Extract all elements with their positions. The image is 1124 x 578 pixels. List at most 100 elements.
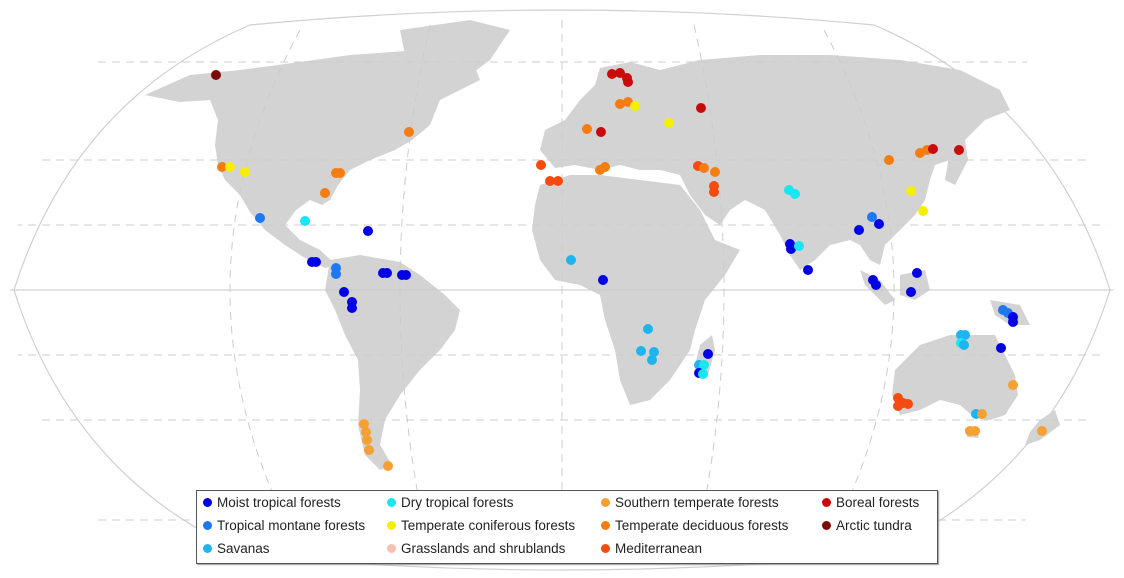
site-point	[906, 287, 916, 297]
north-america	[145, 50, 480, 268]
site-point	[906, 186, 916, 196]
site-points	[211, 68, 1047, 471]
site-point	[582, 124, 592, 134]
site-point	[918, 206, 928, 216]
site-point	[893, 401, 903, 411]
site-point	[211, 70, 221, 80]
legend-item-boreal: Boreal forests	[822, 495, 919, 510]
site-point	[696, 103, 706, 113]
site-point	[1008, 380, 1018, 390]
site-point	[996, 343, 1006, 353]
site-point	[401, 270, 411, 280]
site-point	[359, 419, 369, 429]
site-point	[643, 324, 653, 334]
site-point	[977, 409, 987, 419]
legend-label: Dry tropical forests	[401, 495, 514, 510]
site-point	[311, 257, 321, 267]
legend-label: Arctic tundra	[836, 518, 912, 533]
site-point	[928, 144, 938, 154]
legend-box: Moist tropical forests Tropical montane …	[196, 490, 938, 564]
site-point	[615, 68, 625, 78]
site-point	[566, 255, 576, 265]
legend-item-arctic-tundra: Arctic tundra	[822, 518, 912, 533]
site-point	[699, 163, 709, 173]
legend-item-mediterranean: Mediterranean	[601, 541, 702, 556]
site-point	[347, 303, 357, 313]
site-point	[598, 275, 608, 285]
site-point	[954, 145, 964, 155]
legend-label: Savanas	[217, 541, 270, 556]
site-point	[699, 360, 709, 370]
site-point	[794, 241, 804, 251]
tropical-montane-dot-icon	[203, 521, 212, 530]
site-point	[636, 346, 646, 356]
legend-item-moist-tropical: Moist tropical forests	[203, 495, 341, 510]
site-point	[630, 101, 640, 111]
moist-tropical-dot-icon	[203, 498, 212, 507]
legend-label: Southern temperate forests	[615, 495, 779, 510]
site-point	[607, 69, 617, 79]
site-point	[1008, 317, 1018, 327]
site-point	[553, 176, 563, 186]
legend-item-grasslands: Grasslands and shrublands	[387, 541, 565, 556]
legend-label: Temperate coniferous forests	[401, 518, 576, 533]
site-point	[884, 155, 894, 165]
site-point	[803, 265, 813, 275]
site-point	[871, 280, 881, 290]
site-point	[364, 445, 374, 455]
legend-label: Mediterranean	[615, 541, 703, 556]
site-point	[320, 188, 330, 198]
site-point	[959, 340, 969, 350]
site-point	[854, 225, 864, 235]
site-point	[217, 162, 227, 172]
site-point	[649, 347, 659, 357]
legend-item-dry-tropical: Dry tropical forests	[387, 495, 514, 510]
mediterranean-dot-icon	[601, 544, 610, 553]
australia	[892, 335, 1018, 420]
site-point	[664, 118, 674, 128]
site-point	[615, 99, 625, 109]
savanas-dot-icon	[203, 544, 212, 553]
temperate-deciduous-dot-icon	[601, 521, 610, 530]
site-point	[647, 355, 657, 365]
site-point	[361, 427, 371, 437]
legend-item-temperate-coniferous: Temperate coniferous forests	[387, 518, 575, 533]
site-point	[545, 176, 555, 186]
site-point	[703, 349, 713, 359]
temperate-coniferous-dot-icon	[387, 521, 396, 530]
site-point	[383, 461, 393, 471]
legend-label: Temperate deciduous forests	[615, 518, 789, 533]
site-point	[225, 162, 235, 172]
boreal-dot-icon	[822, 498, 831, 507]
legend-label: Grasslands and shrublands	[401, 541, 566, 556]
site-point	[382, 268, 392, 278]
site-point	[339, 287, 349, 297]
site-point	[960, 330, 970, 340]
site-point	[786, 244, 796, 254]
site-point	[596, 127, 606, 137]
legend-item-temperate-deciduous: Temperate deciduous forests	[601, 518, 788, 533]
site-point	[623, 77, 633, 87]
site-point	[903, 399, 913, 409]
site-point	[698, 369, 708, 379]
site-point	[912, 268, 922, 278]
site-point	[362, 435, 372, 445]
site-point	[970, 426, 980, 436]
legend-item-tropical-montane: Tropical montane forests	[203, 518, 365, 533]
site-point	[709, 187, 719, 197]
south-america	[325, 255, 460, 470]
site-point	[790, 189, 800, 199]
legend-item-savanas: Savanas	[203, 541, 270, 556]
legend-label: Tropical montane forests	[217, 518, 366, 533]
legend-label: Moist tropical forests	[217, 495, 341, 510]
site-point	[300, 216, 310, 226]
site-point	[240, 167, 250, 177]
southern-temperate-dot-icon	[601, 498, 610, 507]
grasslands-dot-icon	[387, 544, 396, 553]
legend-label: Boreal forests	[836, 495, 920, 510]
site-point	[600, 162, 610, 172]
greenland	[400, 20, 510, 90]
site-point	[331, 269, 341, 279]
site-point	[255, 213, 265, 223]
